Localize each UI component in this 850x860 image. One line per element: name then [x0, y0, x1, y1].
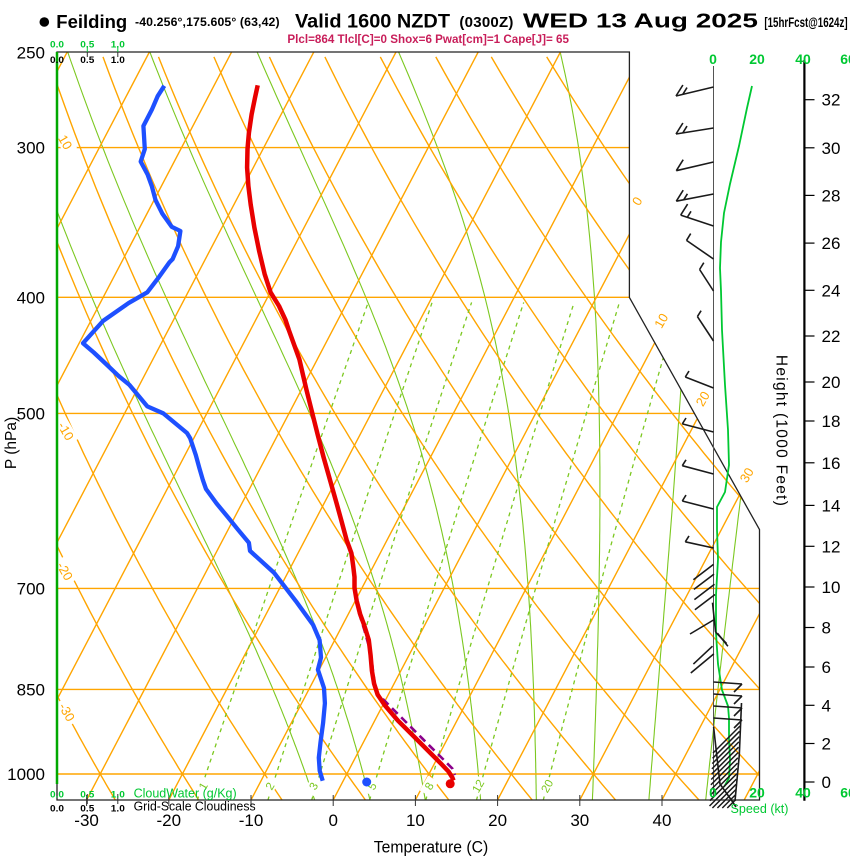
svg-text:P (hPa): P (hPa) [3, 417, 20, 469]
svg-text:30: 30 [822, 139, 841, 158]
svg-text:[15hrFcst@1624z]: [15hrFcst@1624z] [764, 15, 847, 30]
svg-text:-10: -10 [239, 811, 264, 830]
svg-text:0.0: 0.0 [50, 804, 64, 814]
svg-text:400: 400 [17, 288, 45, 307]
svg-text:20: 20 [749, 51, 765, 67]
svg-text:CloudWater (g/Kg): CloudWater (g/Kg) [134, 787, 237, 801]
svg-text:0.5: 0.5 [80, 40, 94, 50]
svg-text:1.0: 1.0 [111, 790, 125, 800]
svg-text:2: 2 [822, 735, 831, 754]
svg-text:6: 6 [822, 658, 831, 677]
svg-text:16: 16 [822, 454, 841, 473]
svg-text:20: 20 [749, 785, 765, 801]
svg-text:Height (1000 Feet): Height (1000 Feet) [773, 355, 790, 506]
svg-text:-30: -30 [74, 811, 99, 830]
svg-text:Plcl=864 Tlcl[C]=0 Shox=6 Pwat: Plcl=864 Tlcl[C]=0 Shox=6 Pwat[cm]=1 Cap… [287, 32, 569, 46]
svg-text:60: 60 [840, 51, 850, 67]
svg-text:850: 850 [17, 680, 45, 699]
svg-text:5: 5 [366, 781, 380, 793]
svg-text:2: 2 [264, 781, 278, 793]
svg-text:0.5: 0.5 [80, 804, 94, 814]
svg-text:1.0: 1.0 [111, 40, 125, 50]
svg-text:Valid 1600 NZDT: Valid 1600 NZDT [295, 11, 450, 33]
svg-text:300: 300 [17, 139, 45, 158]
svg-text:10: 10 [822, 578, 841, 597]
svg-text:24: 24 [822, 281, 841, 300]
svg-text:700: 700 [17, 579, 45, 598]
svg-text:0.0: 0.0 [50, 55, 64, 65]
svg-text:0.5: 0.5 [80, 790, 94, 800]
svg-text:WED 13 Aug 2025: WED 13 Aug 2025 [523, 11, 758, 33]
svg-text:0: 0 [709, 785, 717, 801]
svg-text:Grid-Scale Cloudiness: Grid-Scale Cloudiness [134, 799, 256, 813]
svg-text:1.0: 1.0 [111, 55, 125, 65]
svg-text:3: 3 [308, 781, 322, 793]
svg-text:12: 12 [471, 778, 488, 795]
svg-text:22: 22 [822, 327, 841, 346]
svg-text:1: 1 [197, 781, 211, 793]
svg-text:40: 40 [795, 51, 811, 67]
svg-text:Speed (kt): Speed (kt) [731, 801, 789, 816]
svg-text:26: 26 [822, 234, 841, 253]
svg-text:1.0: 1.0 [111, 804, 125, 814]
svg-text:30: 30 [570, 811, 589, 830]
svg-text:0: 0 [709, 51, 717, 67]
svg-text:18: 18 [822, 412, 841, 431]
svg-text:40: 40 [795, 785, 811, 801]
svg-text:500: 500 [17, 404, 45, 423]
svg-text:0.0: 0.0 [50, 40, 64, 50]
svg-text:0.0: 0.0 [50, 790, 64, 800]
svg-text:250: 250 [17, 44, 45, 63]
svg-text:20: 20 [822, 373, 841, 392]
svg-text:0: 0 [822, 773, 831, 792]
svg-text:4: 4 [822, 696, 831, 715]
svg-text:8: 8 [822, 619, 831, 638]
svg-text:0: 0 [328, 811, 337, 830]
svg-text:12: 12 [822, 537, 841, 556]
svg-text:-20: -20 [157, 811, 182, 830]
svg-text:60: 60 [840, 785, 850, 801]
svg-text:10: 10 [55, 132, 75, 152]
svg-text:Feilding: Feilding [56, 11, 127, 32]
svg-text:30: 30 [737, 465, 757, 485]
svg-text:-40.256°,175.605° (63,42): -40.256°,175.605° (63,42) [135, 15, 280, 29]
svg-text:20: 20 [693, 389, 713, 409]
svg-text:20: 20 [488, 811, 507, 830]
svg-text:(0300Z): (0300Z) [459, 14, 513, 31]
svg-text:14: 14 [822, 496, 841, 515]
svg-text:28: 28 [822, 186, 841, 205]
svg-text:10: 10 [406, 811, 425, 830]
svg-text:0.5: 0.5 [80, 55, 94, 65]
svg-text:20: 20 [540, 778, 557, 795]
svg-text:Temperature (C): Temperature (C) [374, 838, 488, 857]
svg-text:32: 32 [822, 91, 841, 110]
svg-text:10: 10 [651, 311, 671, 331]
svg-text:8: 8 [423, 781, 437, 793]
svg-text:1000: 1000 [7, 765, 45, 784]
svg-text:40: 40 [653, 811, 672, 830]
